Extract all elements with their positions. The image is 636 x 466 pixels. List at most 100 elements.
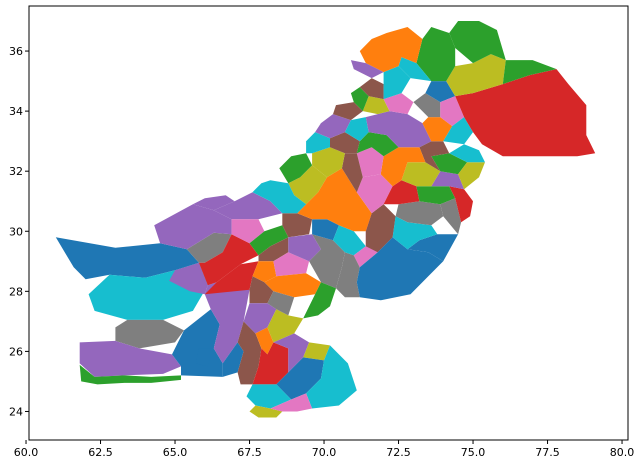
map-region — [431, 171, 465, 190]
map-region — [419, 141, 450, 172]
map-regions — [55, 21, 596, 418]
y-tick-label: 32 — [9, 165, 23, 178]
map-region — [431, 153, 468, 175]
map-region — [422, 117, 453, 142]
y-axis: 24 26 28 30 32 34 36 — [9, 45, 29, 418]
map-region — [398, 57, 432, 82]
map-region — [341, 153, 363, 193]
map-region — [288, 165, 327, 205]
map-region — [344, 117, 369, 142]
y-tick-label: 34 — [9, 105, 23, 118]
map-region — [79, 364, 181, 385]
x-axis: 60.0 62.5 65.0 67.5 70.0 72.5 75.0 77.5 80.0 — [14, 440, 635, 459]
map-region — [276, 357, 324, 400]
map-region — [330, 132, 360, 154]
map-region — [249, 225, 289, 256]
map-region — [401, 162, 441, 187]
map-region — [449, 144, 485, 163]
map-region — [172, 309, 223, 377]
map-region — [356, 174, 393, 214]
x-tick-label: 72.5 — [386, 446, 411, 459]
map-region — [288, 234, 321, 262]
map-region — [169, 262, 208, 295]
map-region — [303, 282, 336, 319]
map-region — [186, 232, 232, 263]
map-region — [195, 348, 214, 367]
map-region — [303, 342, 330, 361]
map-region — [336, 252, 360, 298]
map-region — [79, 340, 181, 377]
map-region — [252, 342, 289, 385]
map-region — [502, 60, 557, 85]
map-region — [455, 69, 596, 157]
map-region — [449, 21, 506, 64]
map-region — [333, 225, 366, 256]
map-region — [356, 132, 399, 157]
map-region — [267, 291, 295, 316]
x-tick-label: 67.5 — [237, 446, 262, 459]
map-region — [249, 405, 283, 418]
x-tick-label: 77.5 — [535, 446, 560, 459]
map-region — [264, 273, 321, 298]
map-region — [380, 147, 426, 187]
map-region — [306, 345, 357, 409]
map-region — [449, 186, 473, 223]
map-region — [55, 237, 199, 280]
y-tick-label: 36 — [9, 45, 23, 58]
map-region — [312, 219, 339, 241]
map-region — [192, 195, 235, 211]
y-tick-label: 24 — [9, 405, 23, 418]
map-region — [413, 93, 441, 118]
map-region — [231, 219, 265, 244]
map-region — [279, 153, 313, 184]
map-region — [154, 204, 232, 250]
map-region — [282, 213, 313, 238]
axes-frame — [28, 5, 629, 441]
map-region — [356, 237, 444, 301]
map-region — [115, 319, 184, 349]
map-region — [365, 204, 396, 253]
map-region — [443, 117, 473, 145]
map-region — [243, 303, 277, 334]
map-region — [446, 54, 506, 97]
map-region — [315, 114, 351, 139]
map-region — [383, 66, 411, 100]
x-tick-label: 60.0 — [14, 446, 39, 459]
map-region — [204, 282, 250, 364]
map-region — [273, 333, 310, 373]
x-tick-label: 65.0 — [163, 446, 188, 459]
map-region — [255, 327, 274, 355]
x-tick-label: 62.5 — [88, 446, 113, 459]
map-region — [297, 168, 372, 232]
map-region — [356, 147, 384, 178]
map-region — [416, 186, 456, 205]
y-tick-label: 26 — [9, 345, 23, 358]
map-region — [350, 60, 384, 79]
map-region — [309, 234, 345, 289]
x-tick-label: 80.0 — [610, 446, 635, 459]
map-region — [204, 261, 259, 295]
map-region — [425, 81, 456, 103]
map-region — [359, 27, 423, 73]
map-region — [392, 216, 438, 250]
map-region — [237, 321, 262, 385]
x-tick-label: 75.0 — [461, 446, 486, 459]
map-region — [416, 27, 456, 82]
map-region — [458, 162, 485, 190]
map-region — [362, 96, 390, 115]
x-tick-label: 70.0 — [312, 446, 337, 459]
map-region — [198, 234, 259, 286]
map-region — [273, 252, 310, 277]
map-region — [213, 192, 283, 220]
map-region — [383, 180, 420, 205]
map-region — [440, 198, 462, 235]
map-region — [252, 261, 277, 283]
map-region — [267, 309, 304, 343]
map-region — [249, 276, 274, 304]
map-region — [222, 342, 244, 377]
map-region — [306, 132, 330, 154]
map-region — [333, 102, 363, 121]
map-region — [407, 234, 459, 262]
map-region — [258, 237, 289, 262]
